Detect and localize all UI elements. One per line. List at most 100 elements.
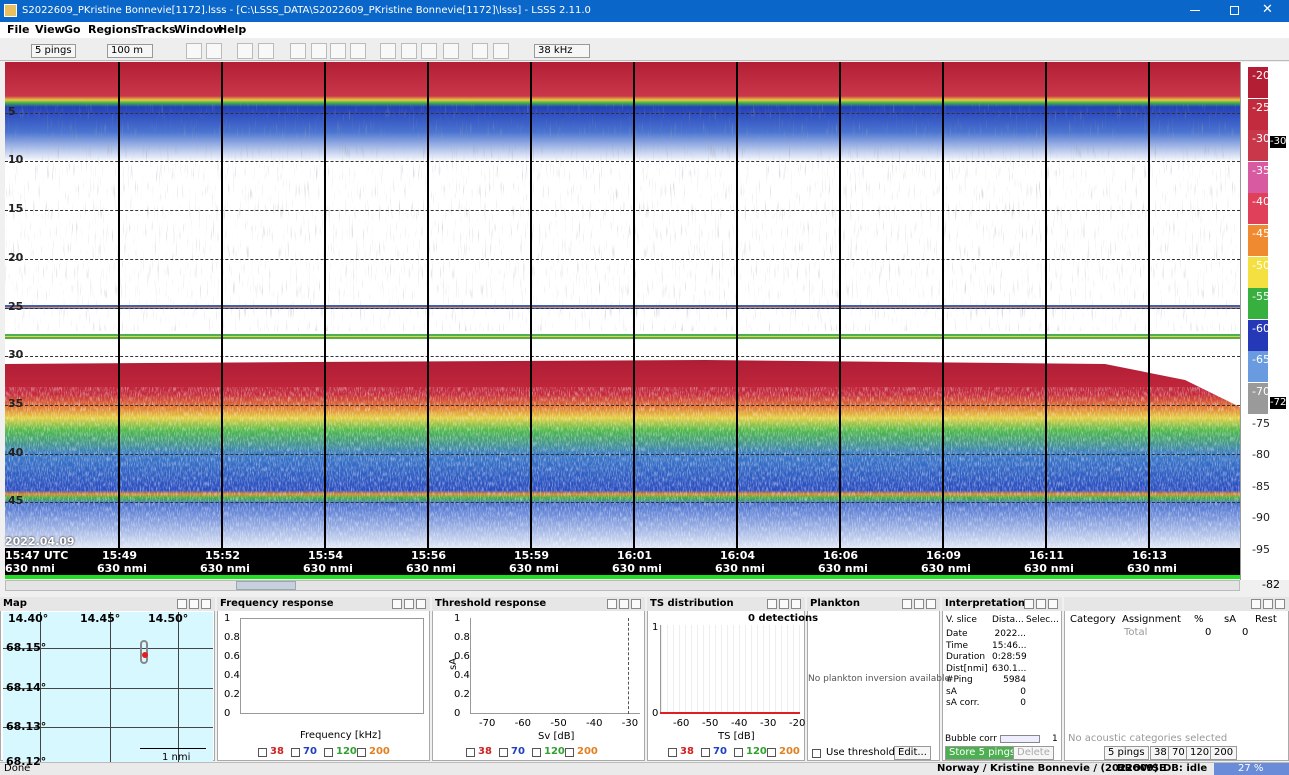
tool-button[interactable] (350, 43, 366, 59)
checkbox[interactable] (357, 748, 366, 757)
range-select[interactable]: 100 m (107, 44, 153, 58)
distance-label: 630 nmi (200, 562, 250, 575)
table-cell: 0 (1020, 698, 1026, 708)
panel-button[interactable] (631, 599, 641, 609)
channel-label[interactable]: 200 (577, 746, 598, 757)
x-tick-label: -50 (550, 718, 567, 729)
edit-button[interactable]: Edit... (894, 746, 931, 760)
panel-button[interactable] (1263, 599, 1273, 609)
menu-item[interactable]: Tracks (136, 23, 176, 36)
tool-button[interactable] (206, 43, 222, 59)
checkbox[interactable] (324, 748, 333, 757)
menu-item[interactable]: File (7, 23, 30, 36)
panel-button[interactable] (767, 599, 777, 609)
tool-button[interactable] (290, 43, 306, 59)
checkbox[interactable] (532, 748, 541, 757)
y-tick-label: 0.6 (454, 651, 470, 662)
slider[interactable] (1000, 735, 1040, 743)
channel-label[interactable]: 120 (336, 746, 357, 757)
panel-button[interactable] (404, 599, 414, 609)
distance-label: 630 nmi (303, 562, 353, 575)
panel-button[interactable] (1036, 599, 1046, 609)
use-thresholds[interactable]: Use thresholds (826, 747, 901, 758)
channel-label[interactable]: 70 (713, 746, 727, 757)
channel-label[interactable]: 38 (478, 746, 492, 757)
panel-button[interactable] (189, 599, 199, 609)
time-label: 15:56 (411, 549, 447, 562)
x-axis-label: TS [dB] (718, 731, 755, 742)
channel-button[interactable]: 38 (1150, 746, 1171, 760)
restore[interactable] (1230, 6, 1239, 15)
menu-item[interactable]: Window (174, 23, 224, 36)
channel-label[interactable]: 70 (511, 746, 525, 757)
tool-button[interactable] (258, 43, 274, 59)
panel-button[interactable] (1048, 599, 1058, 609)
time-marker-line (1148, 62, 1150, 548)
tool-button[interactable] (237, 43, 253, 59)
panel-button[interactable] (902, 599, 912, 609)
panel-button[interactable] (619, 599, 629, 609)
channel-label[interactable]: 120 (544, 746, 565, 757)
color-swatch (1248, 319, 1268, 351)
menu-item[interactable]: View (35, 23, 65, 36)
menu-item[interactable]: Go (64, 23, 81, 36)
checkbox[interactable] (767, 748, 776, 757)
panel-button[interactable] (392, 599, 402, 609)
panel-button[interactable] (177, 599, 187, 609)
tool-button[interactable] (380, 43, 396, 59)
progress-label: 27 % (1238, 763, 1264, 774)
panel-button[interactable] (1251, 599, 1261, 609)
tool-button[interactable] (472, 43, 488, 59)
channel-label[interactable]: 38 (680, 746, 694, 757)
panel-button[interactable] (607, 599, 617, 609)
distance-label: 630 nmi (921, 562, 971, 575)
ping-step[interactable]: 5 pings (31, 44, 76, 58)
tool-button[interactable] (186, 43, 202, 59)
tool-button[interactable] (330, 43, 346, 59)
menu-item[interactable]: Help (218, 23, 247, 36)
tool-button[interactable] (311, 43, 327, 59)
panel-button[interactable] (914, 599, 924, 609)
panel-button[interactable] (791, 599, 801, 609)
menu-item[interactable]: Regions (88, 23, 138, 36)
checkbox[interactable] (701, 748, 710, 757)
panel-button[interactable] (416, 599, 426, 609)
channel-label[interactable]: 70 (303, 746, 317, 757)
checkbox[interactable] (499, 748, 508, 757)
tool-button[interactable] (493, 43, 509, 59)
scroll-thumb[interactable] (236, 581, 296, 590)
scrollbar[interactable] (5, 580, 1240, 591)
tool-button[interactable] (443, 43, 459, 59)
channel-label[interactable]: 200 (369, 746, 390, 757)
minimize[interactable] (1190, 10, 1200, 11)
checkbox[interactable] (466, 748, 475, 757)
checkbox[interactable] (565, 748, 574, 757)
checkbox[interactable] (291, 748, 300, 757)
frequency-select[interactable]: 38 kHz (534, 44, 590, 58)
panel-button[interactable] (779, 599, 789, 609)
panel-button[interactable] (1024, 599, 1034, 609)
scale-label: -70 (1252, 385, 1270, 398)
channel-button[interactable]: 200 (1210, 746, 1238, 760)
checkbox[interactable] (668, 748, 677, 757)
checkbox[interactable] (734, 748, 743, 757)
checkbox[interactable] (258, 748, 267, 757)
channel-label[interactable]: 200 (779, 746, 800, 757)
ping-step[interactable]: 5 pings (1104, 746, 1149, 760)
scale-label: -45 (1252, 227, 1270, 240)
panel-title: Interpretation (945, 598, 1025, 609)
close[interactable]: ✕ (1262, 2, 1273, 17)
store-button[interactable]: Store 5 pings (945, 746, 1020, 760)
tool-button[interactable] (401, 43, 417, 59)
channel-label[interactable]: 120 (746, 746, 767, 757)
checkbox[interactable] (812, 749, 821, 758)
scale-bar (140, 748, 206, 749)
delete-button[interactable]: Delete (1013, 746, 1054, 760)
table-cell: 630.1... (992, 663, 1027, 674)
panel-button[interactable] (926, 599, 936, 609)
panel-button[interactable] (201, 599, 211, 609)
channel-label[interactable]: 38 (270, 746, 284, 757)
x-tick-label: -30 (621, 718, 639, 729)
panel-button[interactable] (1275, 599, 1285, 609)
tool-button[interactable] (421, 43, 437, 59)
